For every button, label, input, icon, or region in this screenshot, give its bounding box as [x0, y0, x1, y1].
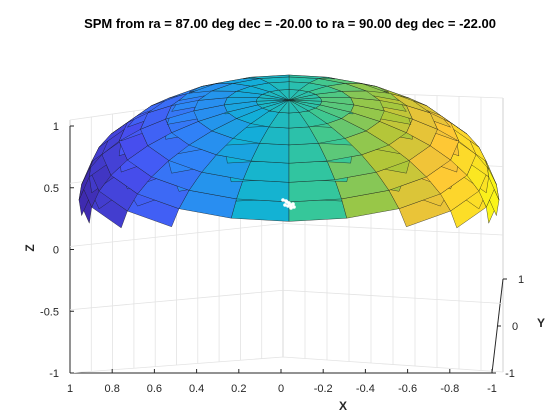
x-tick-label: 0.6: [147, 383, 162, 395]
surface-face: [242, 160, 290, 183]
x-tick-label: -0.4: [356, 383, 375, 395]
marker-point: [292, 205, 296, 209]
chart-title: SPM from ra = 87.00 deg dec = -20.00 to …: [84, 16, 496, 31]
surface-face: [288, 198, 348, 222]
surface-face: [288, 160, 336, 183]
z-tick-label: 0: [53, 245, 59, 257]
y-tick-label: 1: [518, 274, 524, 286]
surface-face: [250, 74, 290, 79]
z-tick-label: 1: [53, 121, 59, 133]
z-tick-label: -0.5: [40, 306, 59, 318]
tick-labels: 1 0.8 0.6 0.4 0.2 0 -0.2 -0.4 -0.6 -0.8 -1 -1 -0.5 0 0…: [40, 121, 524, 395]
z-gridline: [69, 356, 504, 374]
surface-face: [236, 179, 290, 203]
z-tick-label: 0.5: [44, 183, 59, 195]
marker-point: [286, 204, 290, 208]
x-tick-label: -0.2: [314, 383, 333, 395]
z-gridline: [69, 223, 504, 247]
x-tick-label: -0.6: [398, 383, 417, 395]
marker-point: [289, 206, 293, 210]
y-tick-label: 0: [512, 321, 518, 333]
marker-point: [285, 200, 289, 204]
x-tick-label: -0.8: [440, 383, 459, 395]
spm-marker: [281, 198, 296, 210]
x-tick-label: 1: [67, 383, 73, 395]
surface-face: [230, 198, 290, 222]
x-tick-label: 0: [278, 383, 284, 395]
x-tick-label: 0.4: [189, 383, 204, 395]
surface-face: [288, 179, 342, 203]
marker-point: [281, 198, 285, 202]
x-tick-label: 0.2: [231, 383, 246, 395]
y-tick-label: -1: [505, 368, 515, 380]
sphere-surface: [78, 74, 500, 229]
x-tick-label: -1: [487, 383, 497, 395]
y-axis-label: Y: [537, 316, 545, 330]
marker-point: [291, 202, 295, 206]
x-tick-label: 0.8: [105, 383, 120, 395]
z-axis-label: Z: [23, 244, 37, 251]
z-tick-label: -1: [49, 368, 59, 380]
z-gridline: [69, 289, 504, 311]
x-axis-label: X: [339, 399, 347, 413]
marker-point: [283, 203, 287, 207]
